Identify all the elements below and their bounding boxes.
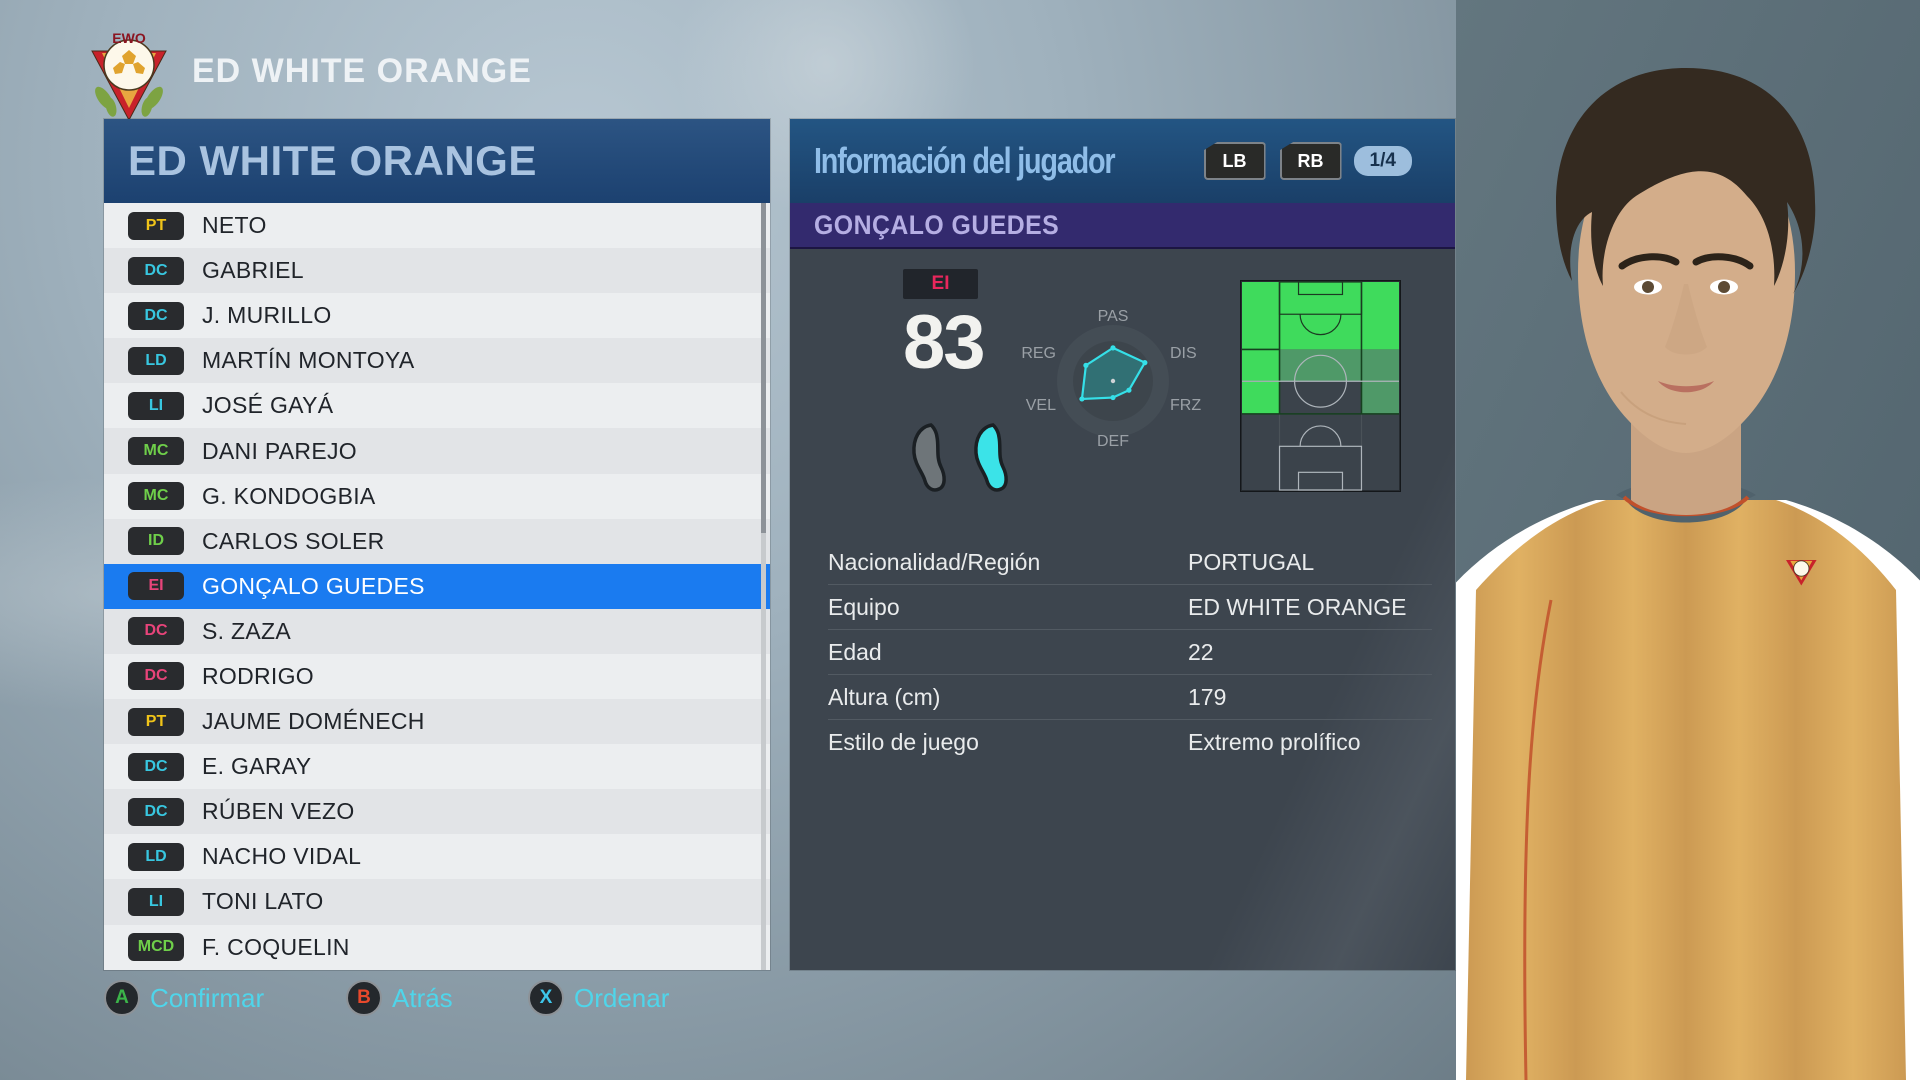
- svg-text:REG: REG: [1021, 345, 1056, 362]
- svg-text:EWO: EWO: [112, 30, 146, 46]
- svg-text:DEF: DEF: [1097, 433, 1129, 450]
- svg-text:FRZ: FRZ: [1170, 397, 1201, 414]
- svg-text:VEL: VEL: [1026, 397, 1056, 414]
- svg-text:PAS: PAS: [1098, 308, 1129, 325]
- svg-text:DIS: DIS: [1170, 345, 1197, 362]
